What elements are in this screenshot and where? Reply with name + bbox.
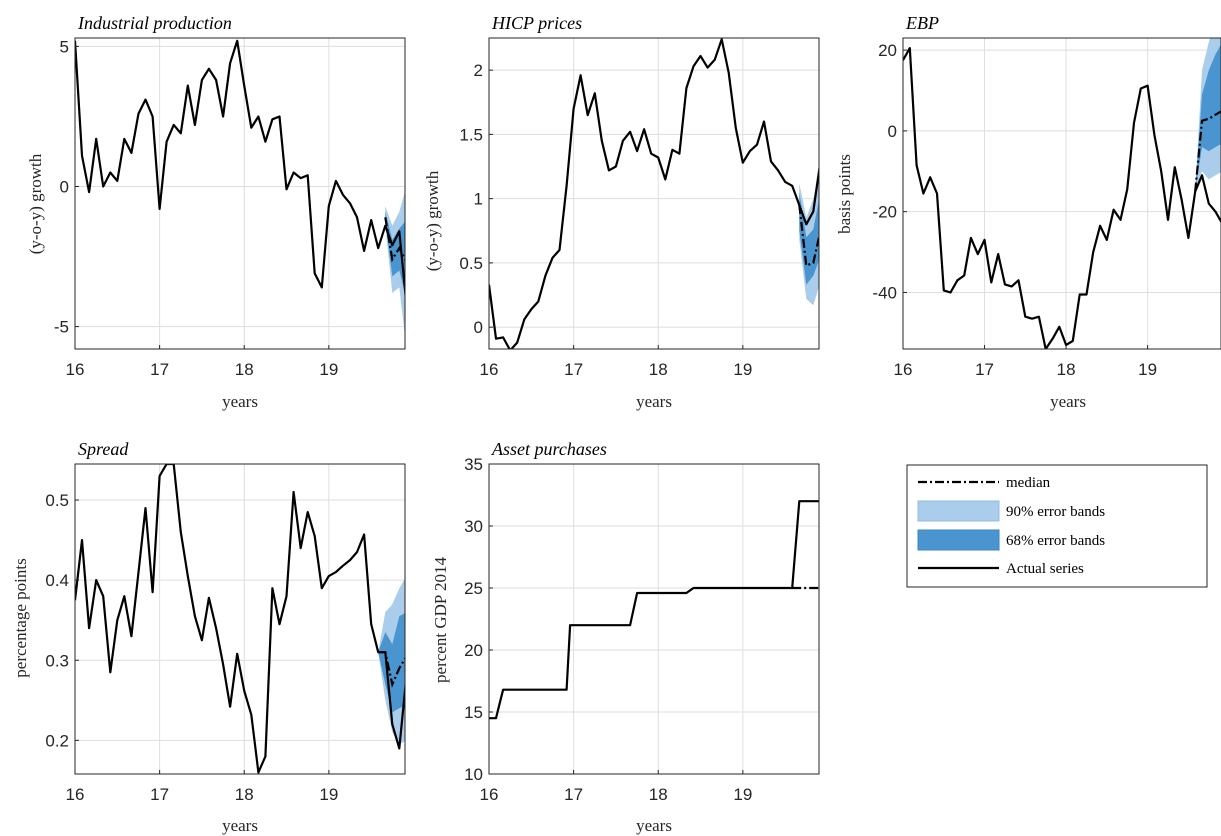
x-tick-label: 16 bbox=[66, 785, 85, 804]
plot-area: 16 17 18 19 -5 0 5 bbox=[54, 37, 406, 379]
axis-box bbox=[74, 463, 406, 775]
x-tick-label: 19 bbox=[319, 785, 338, 804]
panel-hicp-prices: HICP prices (y-o-y) growth years bbox=[423, 13, 672, 411]
y-tick-label: 0 bbox=[888, 122, 897, 141]
y-tick-label: -20 bbox=[872, 203, 897, 222]
x-axis-label: years bbox=[1050, 392, 1086, 411]
series-group bbox=[75, 464, 405, 774]
x-tick-label: 17 bbox=[564, 785, 583, 804]
y-tick-label: 5 bbox=[60, 37, 69, 56]
panel-title: Industrial production bbox=[77, 13, 232, 33]
panel-ebp: EBP basis points years bbox=[835, 13, 1086, 411]
series-group bbox=[75, 39, 405, 337]
x-tick-label: 18 bbox=[649, 360, 668, 379]
panel-industrial-production: Industrial production (y-o-y) growth yea… bbox=[26, 13, 258, 411]
axis-box bbox=[74, 37, 406, 350]
y-tick-label: 0.5 bbox=[459, 254, 483, 273]
y-tick-label: 15 bbox=[464, 703, 483, 722]
panel-title: HICP prices bbox=[491, 13, 582, 33]
x-tick-label: 16 bbox=[480, 785, 499, 804]
x-tick-label: 17 bbox=[150, 785, 169, 804]
panel-title: Spread bbox=[78, 439, 129, 459]
band-68 bbox=[1195, 44, 1221, 192]
plot-area: 16 17 18 19 10 15 20 25 30 35 bbox=[464, 455, 820, 804]
actual-series-line bbox=[75, 39, 405, 302]
series-group bbox=[903, 38, 1221, 349]
y-tick-label: 0.4 bbox=[45, 571, 69, 590]
x-axis-label: years bbox=[222, 392, 258, 411]
median-line bbox=[378, 651, 405, 688]
y-tick-label: 0 bbox=[60, 177, 69, 196]
x-tick-label: 16 bbox=[480, 360, 499, 379]
series-group bbox=[489, 38, 819, 349]
y-axis-label: (y-o-y) growth bbox=[423, 170, 442, 271]
plot-area: 16 17 18 19 0.2 0.3 0.4 0.5 bbox=[45, 463, 406, 804]
axis-box bbox=[902, 37, 1221, 350]
y-tick-label: 0.3 bbox=[45, 651, 69, 670]
plot-area: 16 17 18 19 0 0.5 1 1.5 2 bbox=[459, 37, 820, 379]
x-tick-label: 19 bbox=[733, 360, 752, 379]
y-tick-label: 1.5 bbox=[459, 125, 483, 144]
median-line bbox=[1194, 110, 1221, 192]
y-tick-label: -40 bbox=[872, 283, 897, 302]
median-line bbox=[798, 204, 819, 268]
legend-actual-label: Actual series bbox=[1006, 561, 1084, 577]
x-axis-label: years bbox=[636, 816, 672, 835]
y-tick-label: 2 bbox=[474, 61, 483, 80]
x-tick-label: 18 bbox=[1057, 360, 1076, 379]
y-tick-label: 0.5 bbox=[45, 491, 69, 510]
median-line bbox=[384, 217, 405, 263]
x-tick-label: 18 bbox=[235, 360, 254, 379]
legend-median-label: median bbox=[1006, 475, 1051, 491]
legend-band68-label: 68% error bands bbox=[1006, 533, 1105, 549]
actual-series-line bbox=[489, 38, 819, 349]
axis-box bbox=[488, 37, 820, 350]
x-tick-label: 17 bbox=[975, 360, 994, 379]
y-axis-label: percent GDP 2014 bbox=[431, 557, 450, 683]
y-tick-label: 35 bbox=[464, 455, 483, 474]
y-axis-label: (y-o-y) growth bbox=[26, 153, 45, 254]
legend-band90-swatch bbox=[917, 500, 1000, 522]
legend-band90-label: 90% error bands bbox=[1006, 504, 1105, 520]
x-tick-label: 18 bbox=[649, 785, 668, 804]
y-tick-label: 30 bbox=[464, 517, 483, 536]
x-tick-label: 17 bbox=[564, 360, 583, 379]
actual-series-line bbox=[75, 464, 405, 774]
legend-band68-swatch bbox=[917, 529, 1000, 551]
panel-spread: Spread percentage points years bbox=[11, 439, 258, 835]
x-tick-label: 16 bbox=[894, 360, 913, 379]
y-tick-label: 20 bbox=[878, 41, 897, 60]
band-68 bbox=[378, 612, 405, 713]
actual-series-line bbox=[489, 500, 819, 720]
y-tick-label: 0 bbox=[474, 318, 483, 337]
x-tick-label: 19 bbox=[319, 360, 338, 379]
y-tick-label: 10 bbox=[464, 765, 483, 784]
y-tick-label: 1 bbox=[474, 190, 483, 209]
y-tick-label: 25 bbox=[464, 579, 483, 598]
x-tick-label: 17 bbox=[150, 360, 169, 379]
panel-title: Asset purchases bbox=[491, 439, 607, 459]
axis-box bbox=[488, 463, 820, 775]
plot-area: 16 17 18 19 -40 -20 0 20 bbox=[872, 37, 1221, 379]
y-tick-label: 0.2 bbox=[45, 731, 69, 750]
x-tick-label: 19 bbox=[733, 785, 752, 804]
panel-asset-purchases: Asset purchases percent GDP 2014 years bbox=[431, 439, 672, 835]
y-tick-label: 20 bbox=[464, 641, 483, 660]
x-tick-label: 16 bbox=[66, 360, 85, 379]
y-axis-label: basis points bbox=[835, 154, 854, 234]
legend: median 90% error bands 68% error bands A… bbox=[906, 464, 1208, 588]
x-tick-label: 18 bbox=[235, 785, 254, 804]
x-axis-label: years bbox=[636, 392, 672, 411]
actual-series-line bbox=[903, 46, 1221, 349]
series-group bbox=[489, 500, 819, 720]
legend-box bbox=[906, 464, 1208, 588]
panel-title: EBP bbox=[905, 13, 939, 33]
x-axis-label: years bbox=[222, 816, 258, 835]
y-axis-label: percentage points bbox=[11, 558, 30, 677]
y-tick-label: -5 bbox=[54, 318, 69, 337]
x-tick-label: 19 bbox=[1138, 360, 1157, 379]
